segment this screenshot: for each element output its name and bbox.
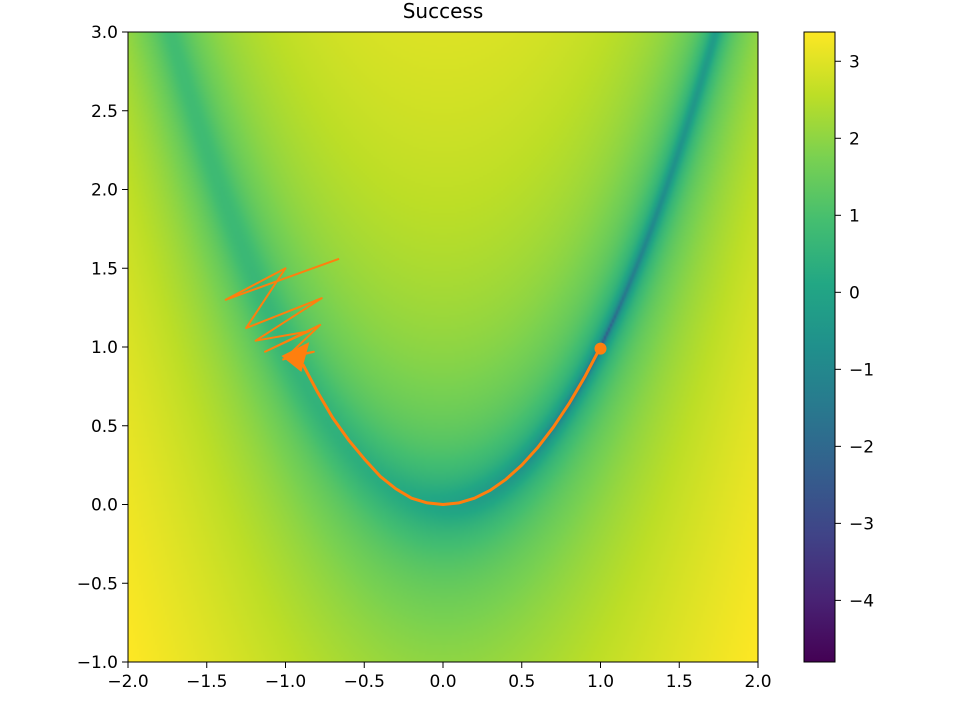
chart-title: Success xyxy=(403,0,484,23)
colorbar-axis: 3 2 1 0 −1 −2 −3 −4 xyxy=(835,52,874,611)
heatmap xyxy=(128,32,758,662)
x-tick-label: 0.5 xyxy=(508,672,535,692)
x-tick-label: 1.0 xyxy=(587,672,614,692)
x-tick-label: −1.5 xyxy=(186,672,227,692)
colorbar-tick-label: 1 xyxy=(849,206,860,226)
heatmap-canvas xyxy=(128,32,758,662)
colorbar-tick-label: −1 xyxy=(849,360,874,380)
y-tick-label: 3.0 xyxy=(91,23,118,43)
y-tick-label: 2.0 xyxy=(91,181,118,201)
colorbar-tick-label: 3 xyxy=(849,52,860,72)
x-tick-label: −1.0 xyxy=(265,672,306,692)
x-tick-label: −2.0 xyxy=(107,672,148,692)
colorbar xyxy=(803,31,836,663)
y-tick-label: 0.0 xyxy=(91,496,118,516)
x-tick-label: 2.0 xyxy=(744,672,771,692)
colorbar-tick-label: −4 xyxy=(849,591,874,611)
colorbar-tick-label: −3 xyxy=(849,514,874,534)
marker-end xyxy=(594,342,607,355)
y-tick-label: 1.5 xyxy=(91,259,118,279)
x-tick-label: 0.0 xyxy=(429,672,456,692)
colorbar-tick-label: 2 xyxy=(849,129,860,149)
x-tick-label: −0.5 xyxy=(344,672,385,692)
colorbar-tick-label: 0 xyxy=(849,283,860,303)
x-axis: −2.0 −1.5 −1.0 −0.5 0.0 0.5 1.0 1.5 2.0 xyxy=(107,662,772,692)
colorbar-tick-label: −2 xyxy=(849,437,874,457)
y-tick-label: 1.0 xyxy=(91,338,118,358)
x-tick-label: 1.5 xyxy=(666,672,693,692)
y-axis: −1.0 −0.5 0.0 0.5 1.0 1.5 2.0 2.5 3.0 xyxy=(77,23,128,673)
y-tick-label: −1.0 xyxy=(77,653,118,673)
marker-start-cluster xyxy=(281,342,310,373)
trajectory-layer xyxy=(224,257,607,506)
y-tick-label: 2.5 xyxy=(91,102,118,122)
y-tick-label: −0.5 xyxy=(77,574,118,594)
y-tick-label: 0.5 xyxy=(91,417,118,437)
trajectory-line-0 xyxy=(301,346,602,506)
